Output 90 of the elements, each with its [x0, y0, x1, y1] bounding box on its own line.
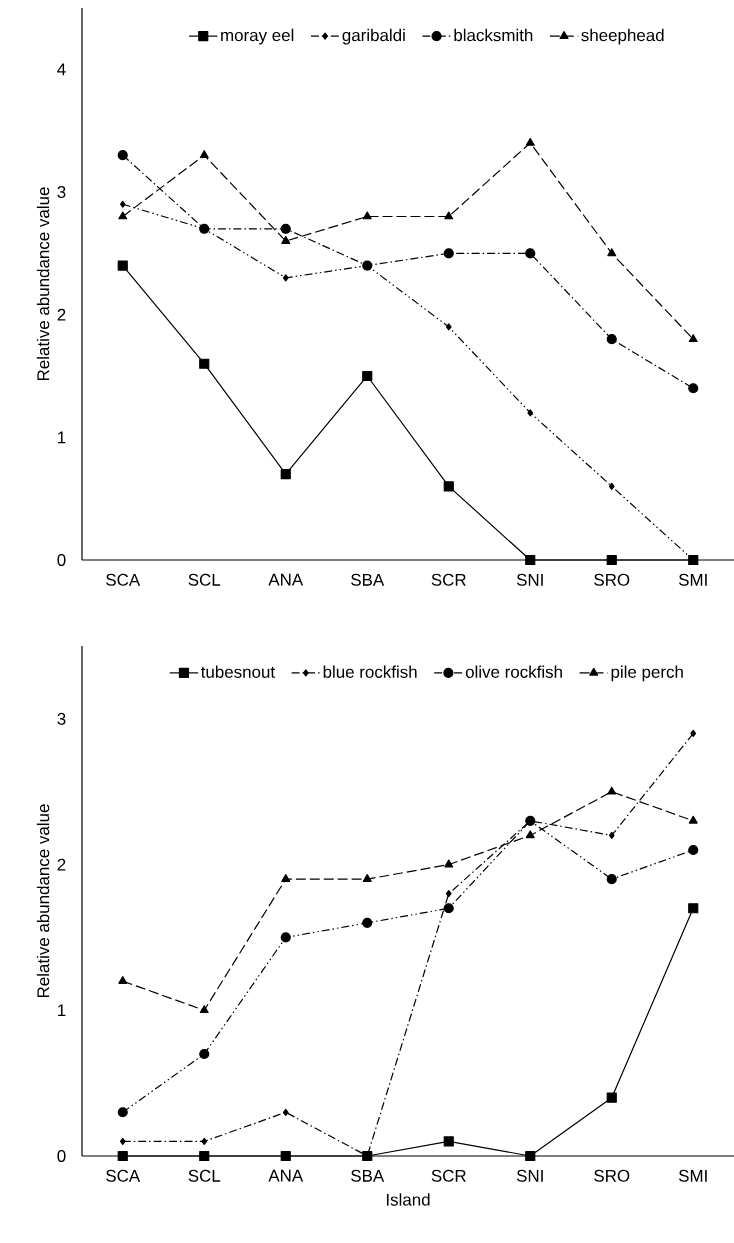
point: [606, 554, 617, 566]
x-tick-label: SMI: [678, 1169, 707, 1182]
point: [525, 248, 536, 259]
point: [199, 358, 210, 369]
point: [280, 1150, 291, 1162]
point: [444, 211, 454, 220]
legend-label: moray eel: [221, 28, 294, 45]
point: [607, 248, 617, 257]
point: [608, 482, 615, 490]
point: [118, 211, 128, 220]
point: [199, 1048, 210, 1060]
x-tick-label: SCR: [431, 573, 466, 586]
point: [690, 729, 697, 738]
point: [118, 976, 128, 984]
point: [117, 1107, 128, 1118]
y-tick-label: 1: [58, 1004, 66, 1017]
point: [201, 1137, 208, 1146]
x-tick-label: SBA: [351, 573, 385, 586]
x-tick-label: SBA: [351, 1169, 385, 1182]
y-tick-label: 0: [57, 553, 66, 566]
x-tick-label: ANA: [268, 573, 304, 586]
point: [362, 874, 372, 882]
x-tick-label: SRO: [594, 1169, 630, 1182]
y-axis-title: Relative abundance value: [36, 187, 50, 381]
legend-label: blue rockfish: [323, 665, 417, 678]
x-tick-label: SCL: [188, 573, 221, 586]
point: [527, 409, 534, 417]
point: [607, 786, 617, 795]
point: [606, 334, 617, 345]
point: [525, 830, 535, 839]
point: [525, 554, 536, 566]
legend-label: sheephead: [581, 28, 664, 45]
y-tick-label: 1: [58, 431, 66, 444]
point: [199, 1150, 210, 1162]
point: [443, 248, 454, 259]
point: [362, 211, 372, 220]
y-tick-label: 0: [57, 1149, 66, 1162]
x-tick-label: SNI: [516, 573, 543, 586]
point: [445, 890, 452, 898]
point: [280, 223, 291, 234]
point: [444, 859, 454, 868]
point: [281, 235, 291, 244]
y-axis-title: Relative abundance value: [36, 804, 50, 998]
point: [445, 323, 452, 331]
point: [281, 874, 291, 882]
point: [199, 150, 209, 159]
point: [443, 481, 454, 492]
x-tick-label: SCA: [106, 1169, 141, 1182]
x-tick-label: SCR: [431, 1169, 466, 1182]
point: [282, 1108, 289, 1116]
x-tick-label: SCL: [188, 1169, 221, 1182]
point: [119, 1137, 126, 1146]
point: [606, 874, 617, 885]
point: [117, 260, 128, 271]
point: [117, 1150, 128, 1162]
y-tick-label: 3: [57, 185, 66, 198]
point: [280, 932, 291, 943]
x-tick-label: SRO: [594, 573, 630, 586]
x-tick-label: SMI: [678, 573, 707, 586]
point: [688, 844, 699, 856]
x-tick-label: SNI: [516, 1169, 543, 1182]
point: [119, 200, 126, 208]
y-tick-label: 3: [57, 712, 66, 725]
legend-label: blacksmith: [454, 28, 533, 42]
point: [280, 469, 291, 480]
point: [362, 370, 373, 382]
point: [443, 1136, 454, 1147]
x-axis-title: Island: [386, 1193, 430, 1206]
legend-label: olive rockfish: [465, 665, 562, 678]
point: [688, 383, 699, 394]
point: [688, 334, 698, 343]
point: [199, 1005, 209, 1014]
y-tick-label: 2: [57, 308, 66, 321]
legend-label: pile perch: [611, 665, 683, 682]
point: [443, 903, 454, 914]
legend-label: tubesnout: [200, 665, 275, 678]
point: [688, 815, 698, 824]
y-tick-label: 2: [57, 858, 66, 871]
point: [117, 150, 128, 161]
point: [362, 917, 373, 928]
point: [525, 137, 535, 146]
point: [608, 831, 615, 840]
point: [606, 1092, 617, 1103]
x-tick-label: ANA: [268, 1169, 304, 1182]
point: [688, 903, 699, 914]
point: [282, 274, 289, 282]
legend-label: garibaldi: [342, 28, 405, 45]
point: [525, 1150, 536, 1162]
y-tick-label: 4: [57, 63, 66, 76]
x-tick-label: SCA: [106, 573, 141, 586]
